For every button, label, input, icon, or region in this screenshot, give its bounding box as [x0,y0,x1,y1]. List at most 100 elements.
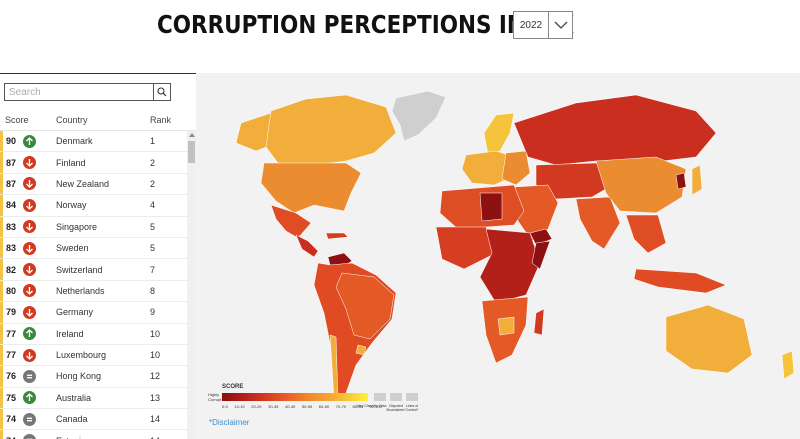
arrow-down-icon [23,177,36,191]
year-select[interactable]: 2022 [513,11,573,39]
arrow-down-icon [23,198,36,212]
legend-ticks: 0-9 10-19 20-29 30-39 40-49 50-59 60-69 70-79 80… [222,404,382,409]
score-bar [0,344,3,366]
row-rank: 5 [150,221,156,232]
search-box [4,83,171,101]
legend-tick: 40-49 [285,404,296,409]
table-header: Score Country Rank [0,111,196,131]
legend-highly-corrupt: Highly Corrupt [208,392,222,402]
arrow-up-icon [23,134,36,148]
scrollbar[interactable] [187,131,196,439]
table-row[interactable]: 83 Singapore 5 [0,216,187,238]
row-rank: 13 [150,392,161,403]
legend-title: SCORE [222,384,244,390]
disclaimer-link[interactable]: *Disclaimer [209,418,250,427]
legend-tick: 0-9 [222,404,228,409]
map-indonesia [633,268,727,294]
legend-disputed: Disputed Boundaries* [386,404,406,412]
map-central-africa [479,228,541,304]
row-country: Netherlands [56,285,105,296]
table-row[interactable]: 76 Hong Kong 12 [0,366,187,388]
equal-icon [23,434,36,439]
row-rank: 5 [150,243,156,254]
table-row[interactable]: 80 Netherlands 8 [0,280,187,303]
row-country: Canada [56,414,88,425]
table-row[interactable]: 75 Australia 13 [0,387,187,410]
table-row[interactable]: 90 Denmark 1 [0,131,187,153]
score-bar [0,366,3,387]
map-south-asia [575,196,621,250]
arrow-up-icon [23,327,36,341]
table-row[interactable]: 83 Sweden 5 [0,237,187,260]
legend-gradient [222,393,368,401]
row-rank: 1 [150,136,156,147]
score-bar [0,259,3,280]
row-score: 76 [6,371,17,382]
table-row[interactable]: 82 Switzerland 7 [0,259,187,281]
row-score: 77 [6,328,17,339]
legend-tick: 50-59 [301,404,313,409]
score-bar [0,430,3,439]
table-row[interactable]: 74 Estonia 14 [0,430,187,439]
chevron-down-icon[interactable] [549,21,572,30]
search-icon[interactable] [153,84,170,100]
table-row[interactable]: 77 Ireland 10 [0,323,187,345]
row-country: Denmark [56,136,93,147]
row-score: 74 [6,414,17,425]
row-country: Switzerland [56,264,103,275]
table-row[interactable]: 87 New Zealand 2 [0,173,187,196]
page-title: CORRUPTION PERCEPTIONS INDEX [157,10,575,39]
table-row[interactable]: 79 Germany 9 [0,302,187,324]
row-score: 77 [6,350,17,361]
map-russia [513,94,717,166]
map-west-africa [435,226,497,270]
row-rank: 14 [150,414,161,425]
table-row[interactable]: 87 Finland 2 [0,152,187,174]
scroll-up-icon[interactable] [189,133,195,137]
score-bar [0,195,3,216]
arrow-down-icon [23,156,36,170]
row-score: 84 [6,200,17,211]
scroll-thumb[interactable] [188,141,195,163]
map-china [595,156,687,214]
map-uruguay [355,344,367,356]
table-row[interactable]: 74 Canada 14 [0,409,187,431]
row-rank: 4 [150,200,156,211]
equal-icon [23,369,36,383]
world-map-svg [235,90,795,402]
score-bar [0,280,3,302]
year-value: 2022 [519,19,543,31]
column-country[interactable]: Country [56,115,88,125]
row-score: 79 [6,307,17,318]
row-rank: 2 [150,178,156,189]
column-score[interactable]: Score [5,115,29,125]
world-map[interactable] [196,73,800,439]
arrow-down-icon [23,220,36,234]
row-rank: 7 [150,264,156,275]
legend-very-clean: Very Clean [356,404,374,408]
row-country: Finland [56,157,86,168]
row-rank: 10 [150,328,161,339]
row-country: Singapore [56,221,98,232]
legend-tick: 90-100 [369,404,382,409]
arrow-down-icon [23,284,36,298]
row-country: Hong Kong [56,371,102,382]
row-country: New Zealand [56,178,110,189]
arrow-up-icon [23,391,36,405]
column-rank[interactable]: Rank [150,115,172,125]
map-korea [675,172,687,190]
equal-icon [23,412,36,426]
table-row[interactable]: 84 Norway 4 [0,195,187,217]
row-rank: 2 [150,157,156,168]
row-score: 83 [6,221,17,232]
divider [548,12,549,38]
row-country: Luxembourg [56,350,107,361]
search-input[interactable] [5,84,153,100]
header: CORRUPTION PERCEPTIONS INDEX 2022 [0,0,800,72]
map-madagascar [533,308,545,336]
legend-tick: 80-89 [352,404,363,409]
legend-tick: 20-29 [251,404,262,409]
table-row[interactable]: 77 Luxembourg 10 [0,344,187,367]
legend-lines-swatch [406,393,418,401]
map-botswana [497,316,515,336]
